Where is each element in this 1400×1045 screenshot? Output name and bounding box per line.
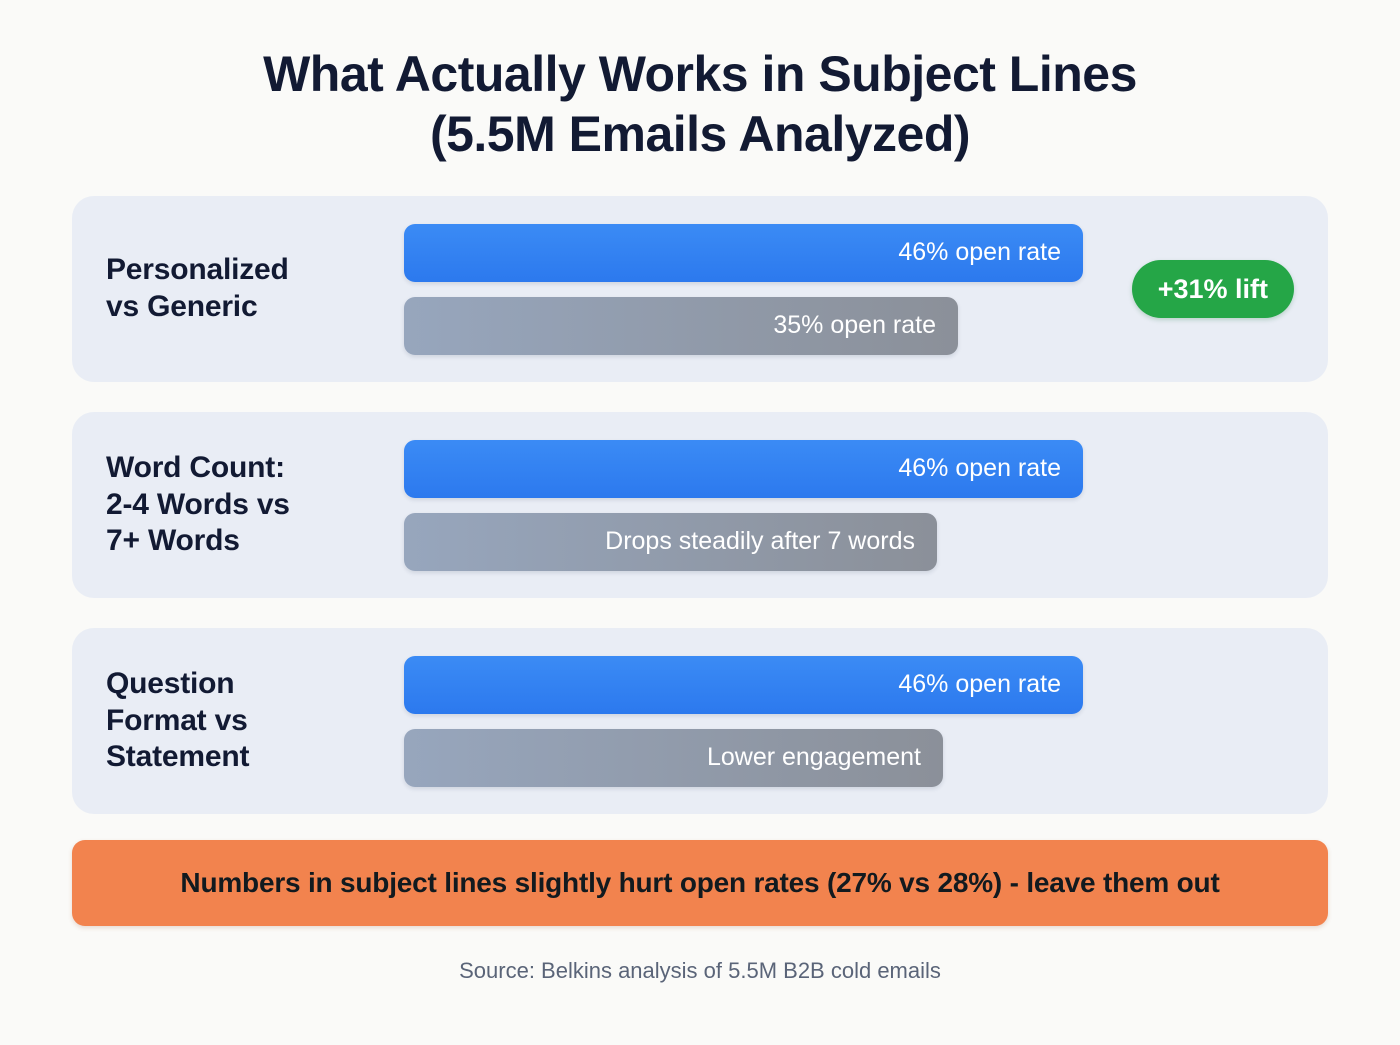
secondary-bar-question-format: Lower engagement [404, 728, 943, 787]
secondary-bar-label: 35% open rate [773, 311, 936, 339]
comparison-card-personalized: Personalized vs Generic 46% open rate 35… [72, 196, 1328, 382]
card-label-line-3: 7+ Words [106, 524, 240, 558]
card-label-question-format: Question Format vs Statement [106, 666, 404, 776]
card-label-line-3: Statement [106, 740, 250, 774]
title-line-1: What Actually Works in Subject Lines [263, 46, 1137, 102]
callout-banner: Numbers in subject lines slightly hurt o… [72, 840, 1328, 926]
card-label-word-count: Word Count: 2-4 Words vs 7+ Words [106, 450, 404, 560]
callout-text: Numbers in subject lines slightly hurt o… [180, 867, 1220, 898]
secondary-bar-word-count: Drops steadily after 7 words [404, 512, 937, 571]
secondary-bar-label: Drops steadily after 7 words [605, 527, 915, 555]
secondary-bar-label: Lower engagement [706, 743, 921, 771]
primary-bar-label: 46% open rate [898, 454, 1061, 482]
secondary-bar-personalized: 35% open rate [404, 296, 958, 355]
card-label-line-1: Question [106, 667, 235, 701]
bar-group-word-count: 46% open rate Drops steadily after 7 wor… [404, 439, 1328, 571]
comparison-cards: Personalized vs Generic 46% open rate 35… [0, 196, 1400, 814]
card-label-line-1: Personalized [106, 253, 289, 287]
primary-bar-label: 46% open rate [898, 670, 1061, 698]
bar-group-personalized: 46% open rate 35% open rate [404, 223, 1330, 355]
page-title: What Actually Works in Subject Lines (5.… [0, 0, 1400, 164]
primary-bar-label: 46% open rate [898, 238, 1061, 266]
primary-bar-question-format: 46% open rate [404, 655, 1083, 714]
comparison-card-question-format: Question Format vs Statement 46% open ra… [72, 628, 1328, 814]
title-line-2: (5.5M Emails Analyzed) [429, 106, 971, 162]
card-label-personalized: Personalized vs Generic [106, 252, 404, 325]
card-label-line-1: Word Count: [106, 451, 285, 485]
primary-bar-word-count: 46% open rate [404, 439, 1083, 498]
status-badge-lift: +31% lift [1131, 260, 1294, 318]
primary-bar-personalized: 46% open rate [404, 223, 1083, 282]
bar-group-question-format: 46% open rate Lower engagement [404, 655, 1328, 787]
card-label-line-2: Format vs [106, 703, 248, 737]
source-note: Source: Belkins analysis of 5.5M B2B col… [459, 958, 941, 983]
comparison-card-word-count: Word Count: 2-4 Words vs 7+ Words 46% op… [72, 412, 1328, 598]
card-label-line-2: 2-4 Words vs [106, 487, 290, 521]
card-label-line-2: vs Generic [106, 290, 258, 323]
